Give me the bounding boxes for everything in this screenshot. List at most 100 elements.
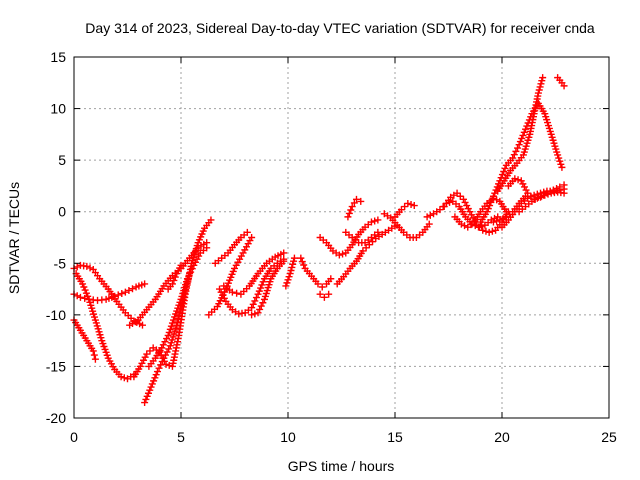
series-track-26 [451, 194, 510, 231]
data-point [556, 183, 564, 191]
data-point [522, 186, 530, 194]
data-point [487, 198, 495, 206]
series-track-10 [205, 234, 256, 319]
series-track-25 [440, 189, 512, 236]
data-point [158, 358, 166, 366]
data-point [488, 227, 496, 235]
data-point [254, 309, 262, 317]
data-point [484, 205, 492, 213]
data-point [165, 345, 173, 353]
axis-ticks: 0 5 10 15 20 25 -20 -15 -10 -5 0 5 10 15 [46, 49, 617, 445]
data-point [252, 294, 260, 302]
data-point [345, 209, 353, 217]
data-point [350, 199, 358, 207]
y-tick-label: -10 [46, 307, 66, 323]
data-point [168, 319, 176, 327]
series-track-33 [554, 74, 568, 90]
data-point [160, 354, 168, 362]
data-point [527, 192, 535, 200]
data-point [500, 167, 508, 175]
x-tick-label: 15 [387, 429, 403, 445]
data-point [216, 285, 224, 293]
data-point [290, 257, 298, 265]
data-point [468, 211, 476, 219]
data-point [489, 218, 497, 226]
data-point [519, 180, 527, 188]
data-point [117, 373, 125, 381]
data-point [453, 189, 461, 197]
data-point [560, 181, 568, 189]
data-point [84, 292, 92, 300]
data-point [141, 280, 149, 288]
data-point [144, 389, 152, 397]
data-point [141, 399, 149, 407]
series-track-20 [342, 228, 382, 247]
data-point [425, 220, 433, 228]
series-track-11 [211, 228, 251, 267]
y-tick-label: -15 [46, 358, 66, 374]
data-point [136, 362, 144, 370]
data-point [170, 276, 178, 284]
series-track-2 [70, 280, 149, 304]
data-point [76, 293, 84, 301]
data-point [298, 258, 306, 266]
data-point [457, 220, 465, 228]
data-point [436, 206, 444, 214]
data-point [486, 202, 494, 210]
series-track-9 [164, 261, 185, 293]
data-point [347, 206, 355, 214]
data-point [536, 83, 544, 91]
data-point [249, 300, 257, 308]
data-point [348, 203, 356, 211]
data-point [359, 247, 367, 255]
data-point [282, 282, 290, 290]
data-point [254, 290, 262, 298]
data-point [501, 164, 509, 172]
data-point [167, 322, 175, 330]
data-point [371, 217, 379, 225]
data-point [148, 380, 156, 388]
x-tick-label: 20 [494, 429, 510, 445]
data-point [257, 284, 265, 292]
data-point [397, 206, 405, 214]
data-points [70, 74, 568, 407]
y-tick-label: 0 [58, 204, 66, 220]
data-point [367, 218, 375, 226]
series-track-22 [380, 210, 433, 241]
data-point [289, 260, 297, 268]
data-point [147, 383, 155, 391]
data-point [79, 280, 87, 288]
data-point [125, 286, 133, 294]
series-track-21 [344, 195, 365, 221]
series-track-18 [316, 216, 382, 259]
data-point [488, 195, 496, 203]
data-point [188, 265, 196, 273]
data-point [255, 287, 263, 295]
data-point [556, 157, 564, 165]
data-point [300, 261, 308, 269]
data-point [553, 185, 561, 193]
data-point [165, 361, 173, 369]
data-point [138, 359, 146, 367]
data-point [362, 244, 370, 252]
data-point [284, 276, 292, 284]
data-point [483, 208, 491, 216]
data-point [73, 292, 81, 300]
data-point [166, 325, 174, 333]
data-point [297, 254, 305, 262]
data-point [339, 250, 347, 258]
data-point [90, 351, 98, 359]
data-point [73, 263, 81, 271]
data-point [173, 321, 181, 329]
data-point [461, 198, 469, 206]
data-point [286, 270, 294, 278]
data-point [168, 280, 176, 288]
data-point [520, 183, 528, 191]
data-point [515, 141, 523, 149]
data-point [177, 261, 185, 269]
x-tick-label: 25 [601, 429, 617, 445]
data-point [285, 273, 293, 281]
data-point [461, 222, 469, 230]
data-point [258, 281, 266, 289]
data-point [496, 216, 504, 224]
